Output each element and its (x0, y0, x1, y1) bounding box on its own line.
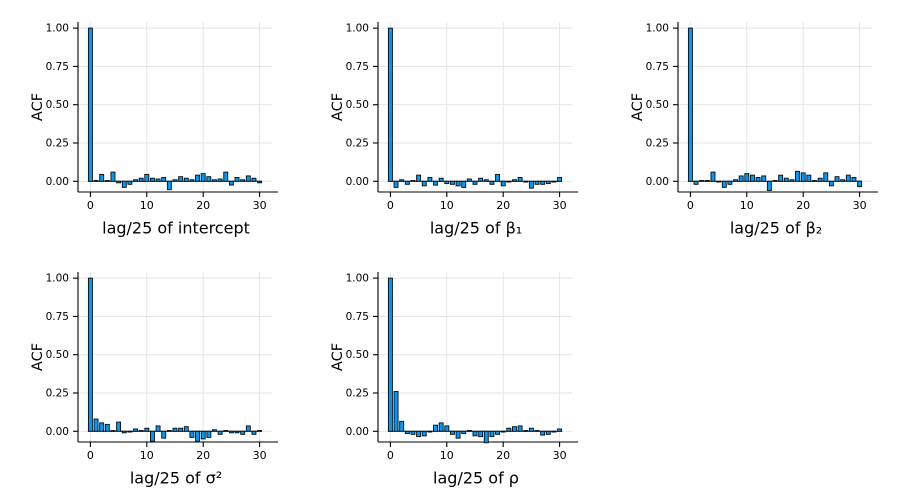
svg-text:0.50: 0.50 (46, 99, 69, 111)
acf-chart-rho: 0.00 0.25 0.50 0.75 1.00 0 10 20 30 (346, 272, 578, 462)
svg-text:0: 0 (387, 199, 394, 212)
x-axis-label: lag/25 of σ² (129, 468, 223, 488)
svg-text:0.75: 0.75 (346, 311, 369, 323)
svg-text:0.00: 0.00 (646, 176, 669, 188)
svg-text:10: 10 (140, 199, 154, 212)
svg-text:10: 10 (440, 199, 454, 212)
y-axis-label: ACF (30, 92, 46, 122)
svg-text:0.75: 0.75 (346, 61, 369, 73)
svg-text:0.00: 0.00 (46, 176, 69, 188)
svg-text:20: 20 (196, 199, 210, 212)
svg-text:30: 30 (253, 199, 267, 212)
x-axis-label: lag/25 of ρ (433, 468, 519, 488)
x-axis-label: lag/25 of β₂ (729, 218, 823, 238)
svg-text:0: 0 (87, 199, 94, 212)
svg-text:0: 0 (387, 449, 394, 462)
y-axis-label: ACF (330, 342, 346, 372)
empty-cell (600, 250, 900, 500)
x-axis-label: lag/25 of intercept (102, 218, 250, 238)
svg-text:0: 0 (687, 199, 694, 212)
acf-subplot-beta2: 0.00 0.25 0.50 0.75 1.00 0 10 20 30 ACF lag/25 o… (600, 0, 900, 250)
svg-text:0.25: 0.25 (646, 137, 669, 149)
svg-text:1.00: 1.00 (46, 23, 69, 35)
svg-text:20: 20 (796, 199, 810, 212)
acf-chart-sigma2: 0.00 0.25 0.50 0.75 1.00 0 10 20 30 (46, 272, 278, 462)
acf-chart-intercept: 0.00 0.25 0.50 0.75 1.00 0 10 20 30 (46, 22, 278, 212)
svg-text:0.25: 0.25 (346, 137, 369, 149)
acf-subplot-rho: 0.00 0.25 0.50 0.75 1.00 0 10 20 30 ACF lag/25 o… (300, 250, 600, 500)
acf-subplot-beta1: 0.00 0.25 0.50 0.75 1.00 0 10 20 30 ACF lag/25 o… (300, 0, 600, 250)
svg-text:0.50: 0.50 (46, 349, 69, 361)
svg-text:0.00: 0.00 (346, 176, 369, 188)
x-axis-label: lag/25 of β₁ (429, 218, 523, 238)
svg-text:0.00: 0.00 (346, 426, 369, 438)
acf-chart-beta1: 0.00 0.25 0.50 0.75 1.00 0 10 20 30 (346, 22, 578, 212)
svg-text:30: 30 (553, 449, 567, 462)
svg-text:0.75: 0.75 (646, 61, 669, 73)
svg-text:1.00: 1.00 (46, 273, 69, 285)
y-axis-label: ACF (630, 92, 646, 122)
svg-text:0.50: 0.50 (646, 99, 669, 111)
svg-text:0.25: 0.25 (46, 137, 69, 149)
svg-text:10: 10 (440, 449, 454, 462)
svg-text:1.00: 1.00 (346, 273, 369, 285)
svg-text:1.00: 1.00 (646, 23, 669, 35)
svg-text:10: 10 (740, 199, 754, 212)
svg-text:20: 20 (496, 199, 510, 212)
acf-subplot-intercept: 0.00 0.25 0.50 0.75 1.00 0 10 20 30 ACF lag/25 o… (0, 0, 300, 250)
y-axis-label: ACF (330, 92, 346, 122)
svg-text:10: 10 (140, 449, 154, 462)
svg-text:0.75: 0.75 (46, 311, 69, 323)
y-axis-label: ACF (30, 342, 46, 372)
svg-text:1.00: 1.00 (346, 23, 369, 35)
svg-text:0.00: 0.00 (46, 426, 69, 438)
svg-text:20: 20 (496, 449, 510, 462)
svg-text:20: 20 (196, 449, 210, 462)
svg-text:0.50: 0.50 (346, 99, 369, 111)
svg-text:0.50: 0.50 (346, 349, 369, 361)
svg-text:0: 0 (87, 449, 94, 462)
acf-chart-beta2: 0.00 0.25 0.50 0.75 1.00 0 10 20 30 (646, 22, 878, 212)
svg-text:30: 30 (553, 199, 567, 212)
svg-text:0.25: 0.25 (346, 387, 369, 399)
svg-text:0.75: 0.75 (46, 61, 69, 73)
acf-subplot-sigma2: 0.00 0.25 0.50 0.75 1.00 0 10 20 30 ACF lag/25 o… (0, 250, 300, 500)
svg-text:0.25: 0.25 (46, 387, 69, 399)
svg-text:30: 30 (253, 449, 267, 462)
svg-text:30: 30 (853, 199, 867, 212)
